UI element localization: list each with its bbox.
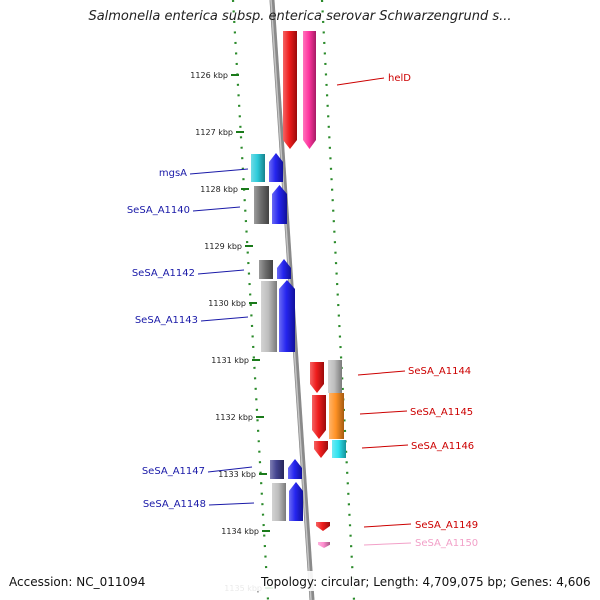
gene-label[interactable]: SeSA_A1147 bbox=[142, 466, 205, 477]
gene-label-leader bbox=[359, 410, 408, 415]
scale-tick-label: 1133 kbp bbox=[218, 470, 256, 479]
gene-label[interactable]: SeSA_A1149 bbox=[415, 520, 478, 531]
gene-label-leader bbox=[207, 466, 253, 473]
topology-summary: Topology: circular; Length: 4,709,075 bp… bbox=[261, 575, 591, 589]
gene-label-leader bbox=[189, 168, 249, 175]
gene-feature[interactable] bbox=[329, 393, 344, 439]
scale-tick-label: 1131 kbp bbox=[211, 356, 249, 365]
gene-label-leader bbox=[200, 316, 249, 322]
gene-feature[interactable] bbox=[251, 154, 265, 182]
gene-label[interactable]: SeSA_A1146 bbox=[411, 441, 474, 452]
gene-feature[interactable] bbox=[314, 441, 328, 458]
scale-tick-label: 1126 kbp bbox=[190, 71, 228, 80]
gene-label[interactable]: mgsA bbox=[159, 168, 187, 179]
gene-feature[interactable] bbox=[289, 482, 303, 521]
gene-label-leader bbox=[363, 542, 412, 546]
scale-tick-label: 1127 kbp bbox=[195, 128, 233, 137]
gene-feature[interactable] bbox=[312, 395, 326, 439]
gene-feature[interactable] bbox=[270, 460, 284, 479]
gene-label[interactable]: SeSA_A1140 bbox=[127, 205, 190, 216]
gene-feature[interactable] bbox=[254, 186, 269, 224]
gene-feature[interactable] bbox=[310, 362, 324, 393]
gene-label-leader bbox=[208, 502, 255, 506]
gene-label-leader bbox=[197, 269, 245, 275]
scale-tick-label: 1130 kbp bbox=[208, 299, 246, 308]
gene-feature[interactable] bbox=[318, 542, 330, 548]
gene-label-leader bbox=[363, 523, 412, 528]
gene-feature[interactable] bbox=[269, 153, 283, 182]
gene-label[interactable]: SeSA_A1143 bbox=[135, 315, 198, 326]
scale-tick-label: 1129 kbp bbox=[204, 242, 242, 251]
gene-label[interactable]: SeSA_A1144 bbox=[408, 366, 471, 377]
scale-tick-label: 1132 kbp bbox=[215, 413, 253, 422]
gene-feature[interactable] bbox=[288, 459, 302, 479]
gene-label[interactable]: SeSA_A1150 bbox=[415, 538, 478, 549]
gene-feature[interactable] bbox=[328, 360, 342, 393]
gene-feature[interactable] bbox=[332, 440, 346, 458]
gene-feature[interactable] bbox=[316, 522, 330, 531]
gene-label[interactable]: SeSA_A1142 bbox=[132, 268, 195, 279]
gene-label[interactable]: SeSA_A1148 bbox=[143, 499, 206, 510]
gene-feature[interactable] bbox=[272, 483, 286, 521]
gene-label-leader bbox=[361, 444, 409, 449]
gene-label[interactable]: SeSA_A1145 bbox=[410, 407, 473, 418]
gene-feature[interactable] bbox=[283, 31, 297, 149]
gene-feature[interactable] bbox=[259, 260, 273, 279]
gene-feature[interactable] bbox=[303, 31, 316, 149]
scale-tick-label: 1128 kbp bbox=[200, 185, 238, 194]
gene-feature[interactable] bbox=[279, 280, 295, 352]
scale-tick-label: 1134 kbp bbox=[221, 527, 259, 536]
accession-label: Accession: NC_011094 bbox=[9, 575, 146, 589]
gene-label-leader bbox=[357, 370, 406, 376]
gene-feature[interactable] bbox=[277, 259, 291, 279]
genome-title: Salmonella enterica subsp. enterica sero… bbox=[88, 9, 512, 24]
gene-label[interactable]: helD bbox=[388, 73, 411, 84]
footer-background bbox=[0, 571, 600, 591]
gene-feature[interactable] bbox=[272, 185, 287, 224]
reverse-track-guide bbox=[320, 0, 356, 600]
gene-feature[interactable] bbox=[261, 281, 277, 352]
gene-label-leader bbox=[192, 206, 241, 212]
gene-label-leader bbox=[336, 77, 385, 86]
